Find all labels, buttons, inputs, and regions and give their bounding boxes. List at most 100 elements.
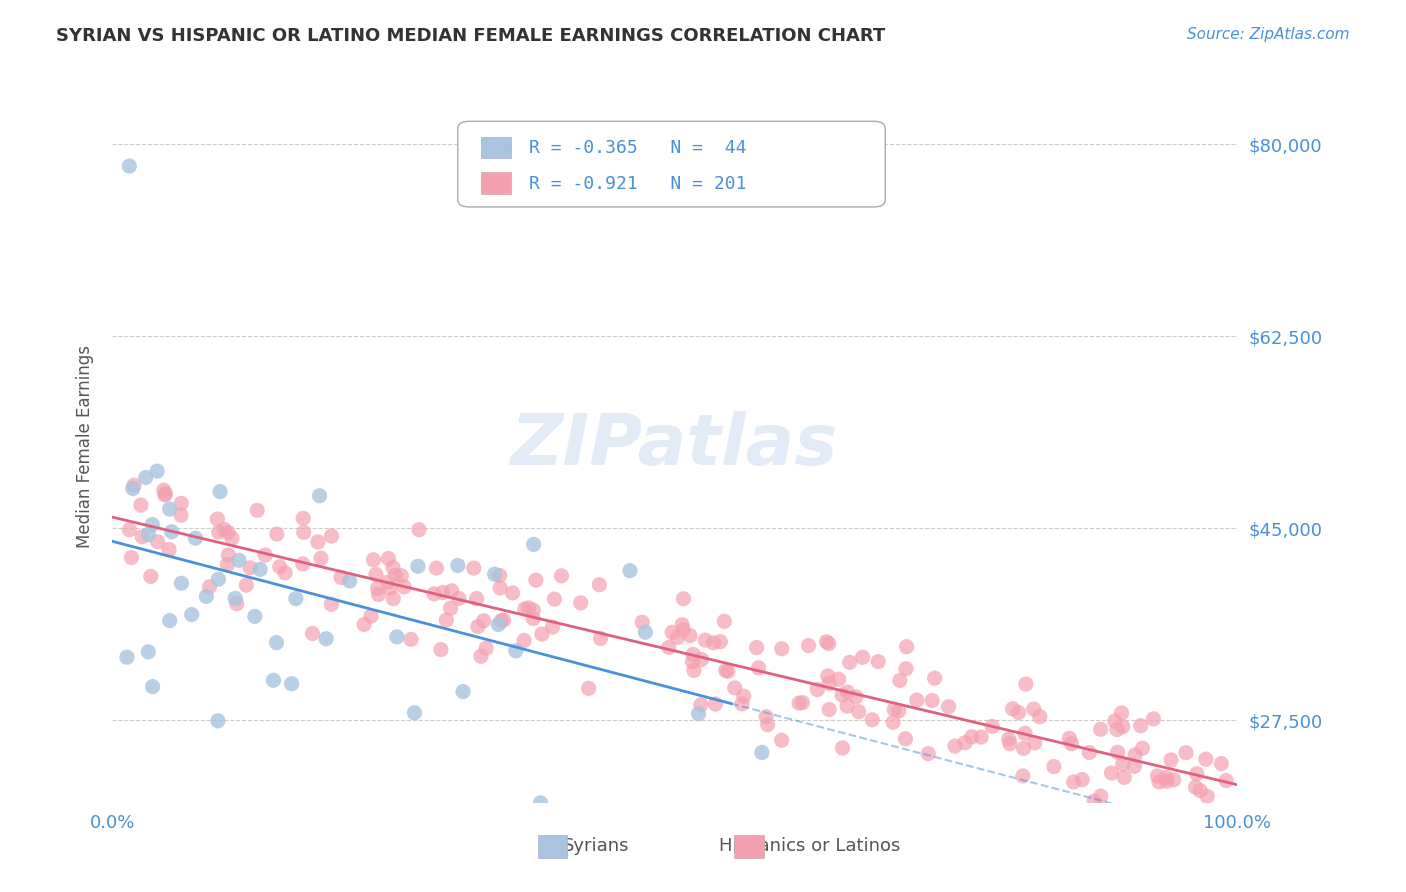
Point (713, 615, 735, 629)
Point (882, 715, 904, 730)
Point (408, 523, 430, 537)
Point (404, 706, 426, 720)
Point (787, 696, 810, 710)
Point (702, 636, 724, 650)
Point (905, 693, 928, 707)
Point (770, 641, 793, 656)
Point (284, 591, 307, 606)
Point (385, 630, 408, 644)
Point (440, 583, 463, 598)
Point (339, 574, 361, 588)
Point (1015, 677, 1038, 691)
Point (321, 597, 343, 611)
Point (505, 644, 527, 658)
Point (543, 592, 565, 607)
Point (1156, 774, 1178, 789)
Point (851, 650, 873, 665)
Point (578, 681, 600, 696)
Point (1043, 759, 1066, 773)
Point (1184, 780, 1206, 794)
Point (353, 617, 375, 632)
Text: Source: ZipAtlas.com: Source: ZipAtlas.com (1187, 27, 1350, 42)
Point (239, 561, 262, 575)
Point (502, 586, 524, 600)
Point (292, 525, 315, 540)
Point (463, 561, 485, 575)
Point (523, 537, 546, 551)
Point (142, 680, 165, 694)
Point (1111, 706, 1133, 720)
Point (522, 603, 544, 617)
Point (301, 626, 323, 640)
Point (434, 613, 457, 627)
Point (817, 636, 839, 650)
Point (943, 739, 966, 753)
Point (1160, 753, 1182, 767)
Point (122, 478, 145, 492)
Point (291, 557, 314, 571)
Point (122, 482, 145, 496)
Point (249, 562, 271, 576)
Point (522, 611, 544, 625)
Point (848, 705, 870, 719)
Point (307, 535, 329, 549)
Point (1115, 815, 1137, 830)
Point (1012, 741, 1035, 756)
Point (666, 631, 689, 645)
Point (731, 697, 754, 711)
Point (1107, 745, 1129, 759)
Point (465, 591, 488, 606)
Point (406, 559, 429, 574)
Point (484, 567, 506, 582)
Point (440, 601, 463, 615)
Point (745, 640, 768, 655)
Point (254, 548, 277, 562)
Point (792, 696, 814, 710)
Point (550, 569, 572, 583)
Point (1101, 766, 1123, 780)
Point (747, 661, 769, 675)
Point (399, 632, 422, 647)
Point (1011, 769, 1033, 783)
Point (235, 578, 257, 592)
Point (1123, 759, 1146, 773)
Point (118, 523, 141, 537)
Point (894, 731, 917, 746)
Point (228, 553, 250, 567)
Point (269, 559, 291, 574)
Point (382, 591, 405, 606)
Point (683, 664, 706, 678)
Point (217, 558, 239, 572)
Point (817, 669, 839, 683)
Point (225, 597, 247, 611)
Point (756, 717, 779, 731)
Point (280, 676, 302, 690)
Point (488, 617, 510, 632)
Point (160, 524, 183, 539)
Point (938, 699, 960, 714)
Point (274, 566, 297, 580)
Point (529, 796, 551, 810)
Point (1090, 723, 1112, 737)
Text: Hispanics or Latinos: Hispanics or Latinos (718, 837, 901, 855)
Point (467, 619, 489, 633)
Point (139, 569, 162, 583)
Text: SYRIAN VS HISPANIC OR LATINO MEDIAN FEMALE EARNINGS CORRELATION CHART: SYRIAN VS HISPANIC OR LATINO MEDIAN FEMA… (56, 27, 886, 45)
Point (661, 625, 683, 640)
Point (714, 664, 737, 678)
Point (1146, 769, 1168, 783)
Point (447, 591, 470, 606)
Point (195, 590, 218, 604)
Point (425, 561, 447, 575)
Point (118, 159, 141, 173)
Point (695, 633, 717, 648)
Point (392, 580, 415, 594)
Point (887, 704, 910, 718)
Y-axis label: Median Female Earnings: Median Female Earnings (76, 344, 94, 548)
Point (1059, 731, 1081, 746)
Point (1112, 757, 1135, 772)
Point (1078, 746, 1101, 760)
Point (658, 640, 681, 655)
Point (797, 639, 820, 653)
Point (243, 609, 266, 624)
